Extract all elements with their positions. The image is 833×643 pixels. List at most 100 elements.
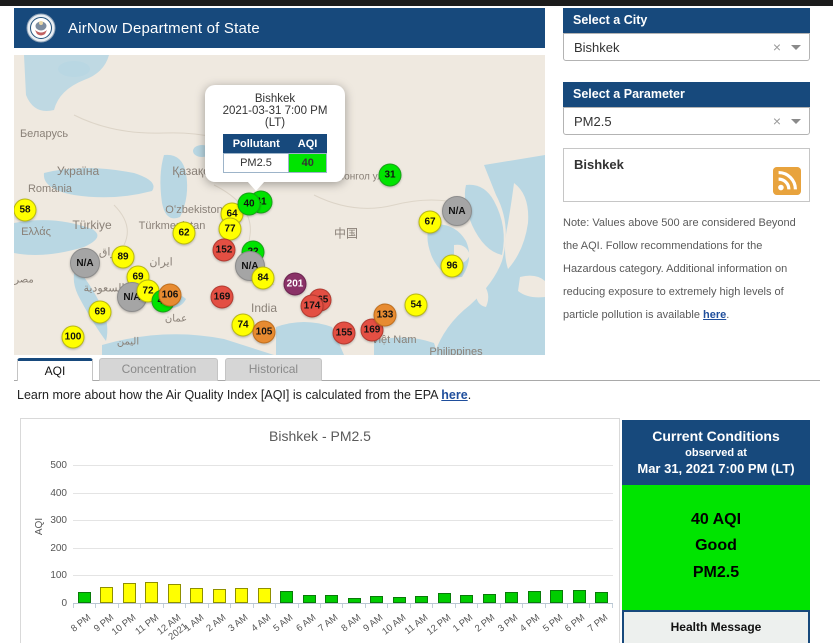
health-message-box: Health Message The AQI value for your co…	[622, 610, 810, 643]
chart-bar	[483, 594, 496, 603]
tab-historical[interactable]: Historical	[225, 358, 322, 381]
chart-bar	[438, 593, 451, 603]
aqi-marker[interactable]: 54	[405, 294, 428, 317]
chart-x-tick-label: 11 AM	[403, 613, 430, 638]
parameter-select-value: PM2.5	[574, 114, 765, 129]
aqi-marker[interactable]: 77	[219, 218, 242, 241]
chart-gridline	[73, 493, 613, 494]
aqi-marker[interactable]: 89	[112, 246, 135, 269]
aqi-marker[interactable]: 84	[252, 267, 275, 290]
aqi-marker[interactable]: 96	[441, 255, 464, 278]
chart-gridline	[73, 548, 613, 549]
learn-more-after: .	[468, 388, 471, 402]
popup-tip	[247, 181, 265, 191]
note-before: Note: Values above 500 are considered Be…	[563, 217, 796, 321]
chart-gridline	[73, 465, 613, 466]
aqi-marker[interactable]: 155	[333, 322, 356, 345]
cc-category: Good	[622, 533, 810, 559]
parameter-dropdown-caret-icon[interactable]	[791, 119, 801, 124]
chart-bar	[145, 582, 158, 603]
chart-bar	[190, 588, 203, 603]
chart-x-tick-label: 10 PM	[111, 613, 139, 639]
map-popup: Bishkek 2021-03-31 7:00 PM (LT) Pollutan…	[205, 85, 345, 182]
city-clear-icon[interactable]: ×	[765, 39, 789, 55]
chart-x-tick-label: 6 AM	[295, 613, 319, 635]
cc-aqi-value: 40 AQI	[622, 507, 810, 533]
chart-x-tick-label: 2 PM	[474, 613, 498, 635]
popup-aqi-table: Pollutant AQI PM2.5 40	[223, 134, 328, 173]
tab-concentration[interactable]: Concentration	[99, 358, 218, 381]
rss-feed-icon[interactable]	[773, 167, 801, 195]
aqi-marker[interactable]: 67	[419, 211, 442, 234]
chart-x-tick-label: 7 PM	[586, 613, 610, 635]
aqi-marker[interactable]: 201	[284, 273, 307, 296]
aqi-marker[interactable]: 74	[232, 314, 255, 337]
chart-x-tick-label: 4 AM	[250, 613, 274, 635]
chart-bar	[325, 595, 338, 603]
beyond-aqi-note: Note: Values above 500 are considered Be…	[563, 212, 813, 327]
aqi-marker[interactable]: 169	[211, 286, 234, 309]
tab-bar: AQI Concentration Historical	[14, 358, 820, 381]
current-conditions-header: Current Conditions observed at Mar 31, 2…	[622, 420, 810, 485]
city-dropdown-caret-icon[interactable]	[791, 45, 801, 50]
aqi-marker[interactable]: 100	[62, 326, 85, 349]
chart-bar	[370, 596, 383, 603]
cc-observed-at: observed at	[626, 447, 806, 459]
popup-datetime: 2021-03-31 7:00 PM	[211, 105, 339, 117]
chart-gridline	[73, 575, 613, 576]
chart-bar	[595, 592, 608, 603]
chart-bar	[303, 595, 316, 603]
aqi-marker[interactable]: 58	[14, 199, 37, 222]
cc-aqi-box: 40 AQI Good PM2.5	[622, 485, 810, 610]
city-select[interactable]: Bishkek ×	[563, 33, 810, 61]
cc-title: Current Conditions	[626, 428, 806, 444]
chart-x-tick-label: 8 PM	[70, 613, 94, 635]
chart-bar	[528, 591, 541, 603]
aqi-marker[interactable]: 133	[374, 304, 397, 327]
cc-datetime: Mar 31, 2021 7:00 PM (LT)	[626, 461, 806, 476]
chart-x-tick-label: 7 AM	[317, 613, 341, 635]
aqi-marker[interactable]: 105	[253, 321, 276, 344]
popup-city: Bishkek	[211, 93, 339, 105]
chart-y-tick-label: 200	[39, 543, 67, 554]
chart-bar	[123, 583, 136, 603]
page-title: AirNow Department of State	[68, 20, 260, 37]
aqi-marker[interactable]: 69	[89, 301, 112, 324]
aqi-marker[interactable]: N/A	[70, 248, 100, 278]
department-of-state-seal-icon	[26, 13, 56, 43]
browser-top-strip	[0, 0, 833, 6]
chart-x-tick-label: 5 AM	[272, 613, 296, 635]
chart-bar	[235, 588, 248, 603]
app-header: AirNow Department of State	[14, 8, 545, 48]
popup-col-pollutant: Pollutant	[223, 135, 289, 154]
health-message-title: Health Message	[632, 620, 800, 634]
chart-bar	[505, 592, 518, 603]
parameter-select[interactable]: PM2.5 ×	[563, 107, 810, 135]
chart-bar	[168, 584, 181, 603]
chart-y-tick-label: 0	[39, 598, 67, 609]
parameter-clear-icon[interactable]: ×	[765, 113, 789, 129]
aqi-map[interactable]: БеларусьУкраїнаҚазақстанRomâniaΕλλάςTürk…	[14, 55, 545, 355]
aqi-marker[interactable]: 174	[301, 295, 324, 318]
learn-more-text: Learn more about how the Air Quality Ind…	[17, 388, 471, 402]
chart-bar	[258, 588, 271, 603]
epa-here-link[interactable]: here	[441, 388, 467, 402]
chart-x-tick-label: 3 AM	[227, 613, 251, 635]
chart-x-tick-label: 4 PM	[519, 613, 543, 635]
chart-bar	[213, 589, 226, 603]
aqi-marker[interactable]: N/A	[442, 196, 472, 226]
aqi-marker[interactable]: 31	[379, 164, 402, 187]
note-here-link[interactable]: here	[703, 309, 726, 321]
current-conditions-panel: Current Conditions observed at Mar 31, 2…	[622, 420, 810, 643]
chart-x-tick-label: 3 PM	[496, 613, 520, 635]
popup-col-aqi: AQI	[289, 135, 327, 154]
aqi-marker[interactable]: 62	[173, 222, 196, 245]
chart-x-tick-label: 5 PM	[541, 613, 565, 635]
aqi-marker[interactable]: 106	[159, 284, 182, 307]
tab-aqi[interactable]: AQI	[17, 358, 93, 381]
learn-more-before: Learn more about how the Air Quality Ind…	[17, 388, 441, 402]
chart-x-axis: 8 PM9 PM10 PM11 PM12 AM 20211 AM2 AM3 AM…	[73, 603, 613, 608]
aqi-marker[interactable]: 40	[238, 193, 261, 216]
aqi-marker[interactable]: 152	[213, 239, 236, 262]
popup-pollutant-value: PM2.5	[223, 154, 289, 173]
